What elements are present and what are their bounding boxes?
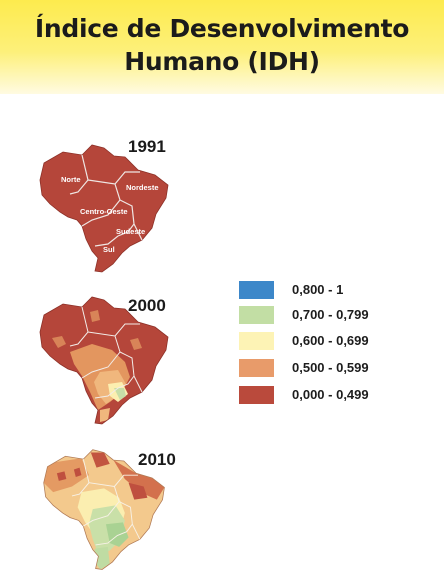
legend-swatch xyxy=(239,281,274,299)
brazil-shape-1991 xyxy=(39,144,169,273)
map-brazil-2010 xyxy=(43,449,165,570)
region-label-nordeste: Nordeste xyxy=(126,183,159,192)
year-label-2010: 2010 xyxy=(138,450,176,469)
title-line-2: Humano (IDH) xyxy=(124,47,320,76)
legend-swatch xyxy=(239,386,274,404)
title-banner: Índice de Desenvolvimento Humano (IDH) xyxy=(0,0,444,94)
legend-label: 0,700 - 0,799 xyxy=(292,307,369,322)
year-label-2000: 2000 xyxy=(128,296,166,315)
title-line-1: Índice de Desenvolvimento xyxy=(34,14,410,43)
region-label-centro-oeste: Centro-Oeste xyxy=(80,207,128,216)
map-brazil-1991: Norte Nordeste Centro-Oeste Sudeste Sul xyxy=(39,144,169,273)
region-label-norte: Norte xyxy=(61,175,81,184)
region-label-sul: Sul xyxy=(103,245,115,254)
legend-label: 0,500 - 0,599 xyxy=(292,360,369,375)
legend-label: 0,000 - 0,499 xyxy=(292,387,369,402)
choropleth-2010 xyxy=(43,449,165,570)
legend-label: 0,600 - 0,699 xyxy=(292,333,369,348)
map-brazil-2000 xyxy=(39,296,169,425)
legend-label: 0,800 - 1 xyxy=(292,282,344,297)
choropleth-2000 xyxy=(40,297,168,424)
year-label-1991: 1991 xyxy=(128,137,166,156)
region-label-sudeste: Sudeste xyxy=(116,227,145,236)
legend-swatch xyxy=(239,359,274,377)
legend-swatch xyxy=(239,306,274,324)
legend-swatch xyxy=(239,332,274,350)
